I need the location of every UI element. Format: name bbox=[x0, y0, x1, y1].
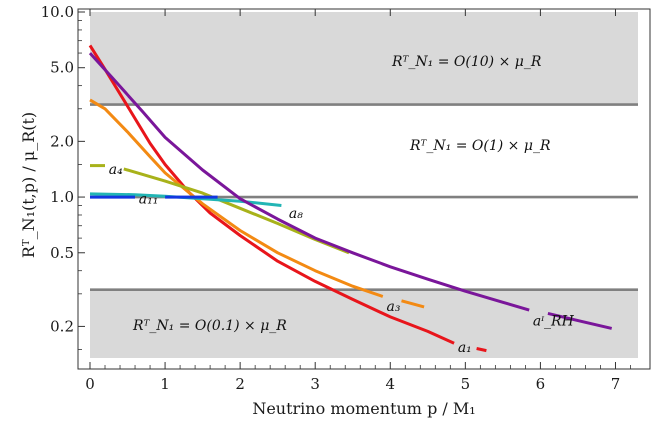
y-tick-label: 10.0 bbox=[41, 3, 74, 21]
x-tick-label: 1 bbox=[160, 375, 170, 393]
region-label-middle: Rᵀ_N₁ = O(1) × μ_R bbox=[409, 138, 551, 154]
series-line-0 bbox=[88, 44, 455, 345]
shaded-regions bbox=[90, 12, 638, 358]
series-line-tail-0 bbox=[476, 347, 487, 353]
series-line-tail-2 bbox=[123, 167, 350, 255]
series-annotation: a₄ bbox=[109, 162, 123, 178]
plot-frame bbox=[77, 8, 651, 370]
y-tick-label: 0.5 bbox=[50, 244, 74, 262]
region-label-high: Rᵀ_N₁ = O(10) × μ_R bbox=[391, 54, 542, 70]
labels: Neutrino momentum p / M₁ Rᵀ_N₁(t,p) / μ_R… bbox=[19, 54, 575, 418]
axes: 0 1 2 3 4 5 6 7 0.2 0.5 1.0 2.0 5.0 10.0 bbox=[41, 3, 651, 393]
y-tick-label: 0.2 bbox=[50, 317, 74, 335]
shaded-region-low bbox=[90, 289, 638, 358]
x-tick-label: 0 bbox=[85, 375, 95, 393]
series-annotation: a₁₁ bbox=[139, 192, 159, 208]
y-tick-label: 2.0 bbox=[50, 132, 74, 150]
y-tick-label: 1.0 bbox=[50, 188, 74, 206]
series-annotation: a₃ bbox=[387, 299, 401, 315]
series-annotation: aᶦ_RH bbox=[533, 314, 575, 330]
x-tick-label: 4 bbox=[386, 375, 396, 393]
series-group bbox=[88, 44, 613, 353]
series-line-tail-5 bbox=[547, 311, 613, 330]
series-line-5 bbox=[88, 52, 530, 312]
x-axis-title: Neutrino momentum p / M₁ bbox=[252, 399, 475, 418]
x-tick-label: 6 bbox=[536, 375, 546, 393]
series-line-tail-1 bbox=[401, 299, 425, 309]
y-axis-title: Rᵀ_N₁(t,p) / μ_R(t) bbox=[19, 112, 38, 258]
series-line-1 bbox=[89, 98, 384, 298]
x-tick-label: 5 bbox=[461, 375, 471, 393]
region-label-low: Rᵀ_N₁ = O(0.1) × μ_R bbox=[132, 318, 287, 334]
x-tick-label: 3 bbox=[310, 375, 320, 393]
series-annotation: a₈ bbox=[289, 206, 303, 222]
x-tick-label: 2 bbox=[235, 375, 245, 393]
x-tick-label: 7 bbox=[611, 375, 621, 393]
y-tick-label: 5.0 bbox=[50, 59, 74, 77]
series-annotation: a₁ bbox=[458, 340, 472, 356]
shaded-region-high bbox=[90, 12, 638, 105]
